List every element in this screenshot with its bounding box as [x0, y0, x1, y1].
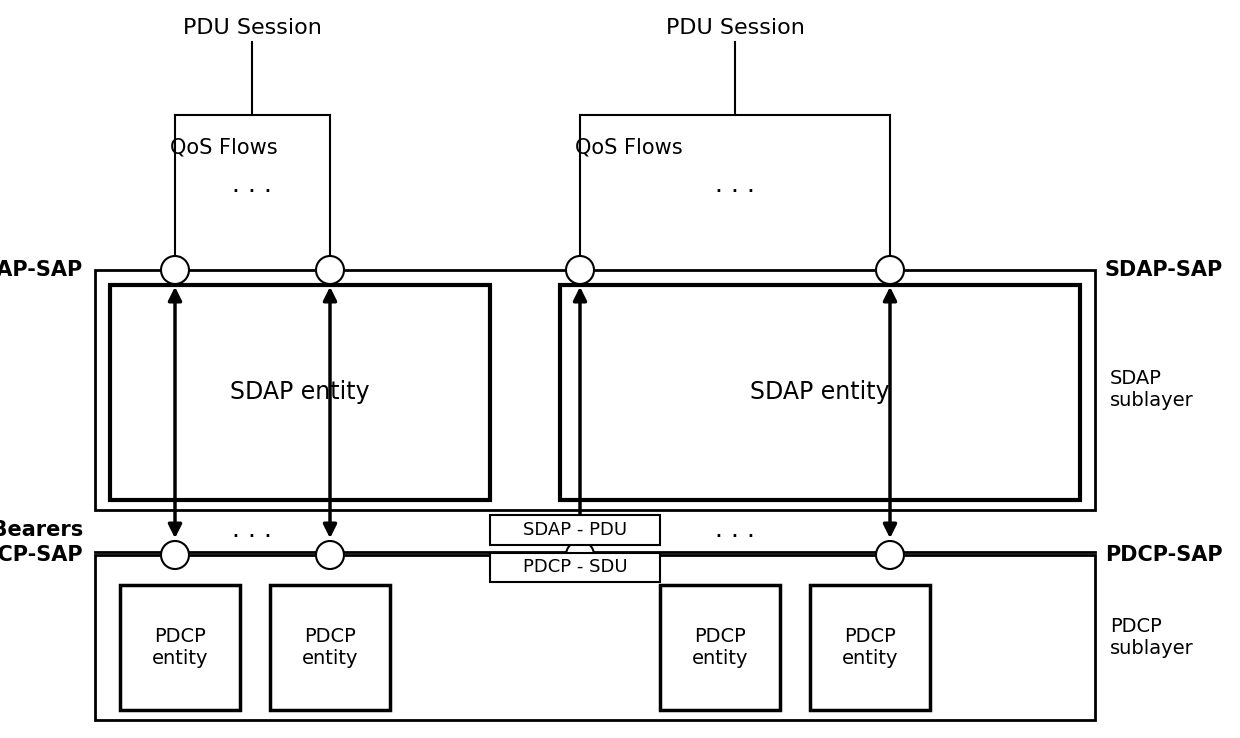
Text: . . .: . . . — [232, 173, 272, 197]
Text: SDAP
sublayer: SDAP sublayer — [1110, 370, 1194, 410]
Text: SDAP-SAP: SDAP-SAP — [1105, 260, 1223, 280]
Text: PDCP
entity: PDCP entity — [301, 627, 358, 668]
Text: . . .: . . . — [232, 518, 272, 542]
Bar — [560, 285, 1080, 500]
Text: Radio Bearers: Radio Bearers — [0, 520, 83, 540]
Circle shape — [565, 541, 594, 569]
Text: PDCP
entity: PDCP entity — [842, 627, 898, 668]
Text: SDAP entity: SDAP entity — [750, 381, 890, 404]
Circle shape — [875, 256, 904, 284]
Text: PDCP-SAP: PDCP-SAP — [0, 545, 83, 565]
Bar — [490, 553, 660, 582]
Bar — [270, 585, 391, 710]
Text: . . .: . . . — [715, 518, 755, 542]
Text: PDCP
sublayer: PDCP sublayer — [1110, 616, 1194, 658]
Text: PDCP
entity: PDCP entity — [692, 627, 748, 668]
Circle shape — [875, 541, 904, 569]
Circle shape — [161, 541, 188, 569]
Text: PDU Session: PDU Session — [666, 18, 805, 38]
Text: SDAP-SAP: SDAP-SAP — [0, 260, 83, 280]
Bar — [120, 585, 241, 710]
Text: PDCP-SAP: PDCP-SAP — [1105, 545, 1223, 565]
Bar — [810, 585, 930, 710]
Bar — [490, 515, 660, 545]
Text: PDU Session: PDU Session — [182, 18, 321, 38]
Bar — [660, 585, 780, 710]
Text: PDCP - SDU: PDCP - SDU — [523, 559, 627, 576]
Bar — [110, 285, 490, 500]
Circle shape — [316, 541, 343, 569]
Text: QoS Flows: QoS Flows — [575, 138, 683, 158]
Text: SDAP - PDU: SDAP - PDU — [523, 521, 627, 539]
Text: SDAP entity: SDAP entity — [231, 381, 370, 404]
Bar — [95, 270, 1095, 510]
Text: QoS Flows: QoS Flows — [170, 138, 278, 158]
Bar — [95, 555, 1095, 720]
Text: PDCP
entity: PDCP entity — [151, 627, 208, 668]
Text: . . .: . . . — [715, 173, 755, 197]
Circle shape — [161, 256, 188, 284]
Circle shape — [565, 256, 594, 284]
Circle shape — [316, 256, 343, 284]
